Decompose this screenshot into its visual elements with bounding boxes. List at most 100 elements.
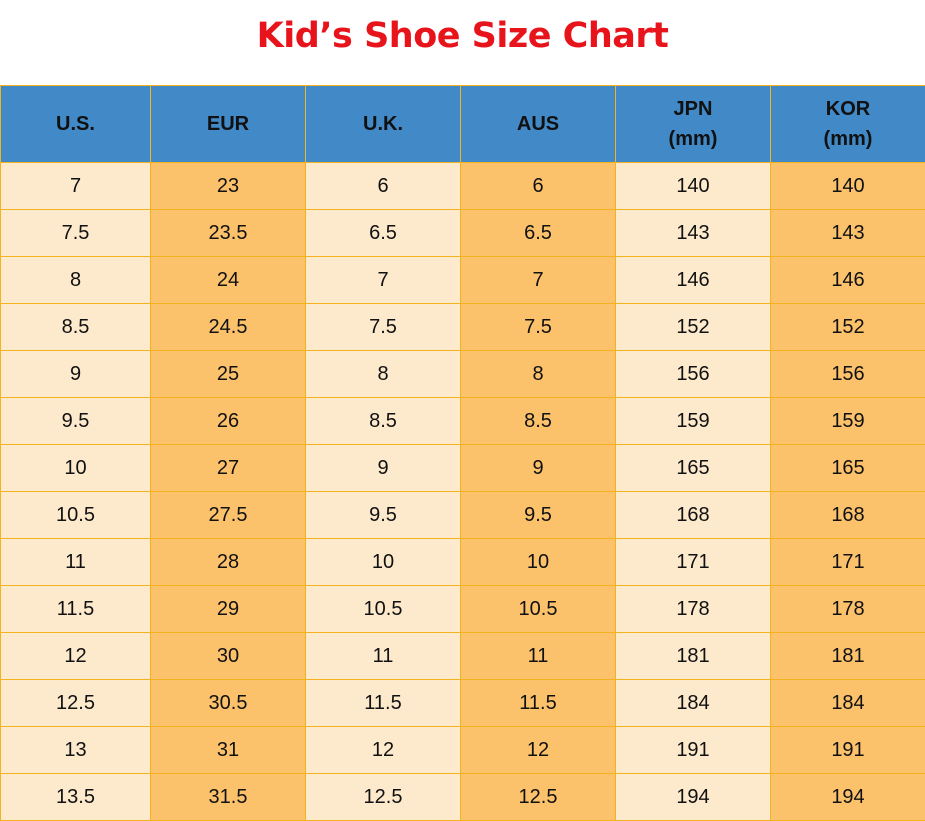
- cell-uk: 11.5: [306, 680, 461, 727]
- cell-jpn: 191: [616, 727, 771, 774]
- cell-eur: 23: [151, 163, 306, 210]
- cell-jpn: 159: [616, 398, 771, 445]
- column-header-line: JPN: [616, 94, 770, 124]
- cell-uk: 10.5: [306, 586, 461, 633]
- cell-jpn: 178: [616, 586, 771, 633]
- cell-kor: 143: [771, 210, 925, 257]
- cell-kor: 191: [771, 727, 925, 774]
- column-header-line: KOR: [771, 94, 925, 124]
- cell-us: 10: [1, 445, 151, 492]
- cell-us: 11.5: [1, 586, 151, 633]
- cell-jpn: 194: [616, 774, 771, 821]
- cell-kor: 168: [771, 492, 925, 539]
- cell-aus: 12: [461, 727, 616, 774]
- cell-eur: 25: [151, 351, 306, 398]
- cell-jpn: 171: [616, 539, 771, 586]
- cell-aus: 8: [461, 351, 616, 398]
- cell-kor: 156: [771, 351, 925, 398]
- cell-eur: 31.5: [151, 774, 306, 821]
- cell-kor: 146: [771, 257, 925, 304]
- cell-uk: 9.5: [306, 492, 461, 539]
- cell-jpn: 152: [616, 304, 771, 351]
- column-header-kor: KOR(mm): [771, 86, 925, 163]
- cell-aus: 10.5: [461, 586, 616, 633]
- cell-us: 11: [1, 539, 151, 586]
- cell-us: 7: [1, 163, 151, 210]
- cell-us: 7.5: [1, 210, 151, 257]
- column-header-line: U.S.: [1, 109, 150, 139]
- cell-uk: 6: [306, 163, 461, 210]
- cell-aus: 9.5: [461, 492, 616, 539]
- cell-aus: 7.5: [461, 304, 616, 351]
- cell-kor: 140: [771, 163, 925, 210]
- column-header-line: EUR: [151, 109, 305, 139]
- column-header-jpn: JPN(mm): [616, 86, 771, 163]
- cell-us: 12: [1, 633, 151, 680]
- column-header-aus: AUS: [461, 86, 616, 163]
- cell-us: 9: [1, 351, 151, 398]
- cell-aus: 12.5: [461, 774, 616, 821]
- cell-aus: 7: [461, 257, 616, 304]
- cell-uk: 8.5: [306, 398, 461, 445]
- cell-uk: 7.5: [306, 304, 461, 351]
- cell-uk: 11: [306, 633, 461, 680]
- cell-jpn: 140: [616, 163, 771, 210]
- column-header-uk: U.K.: [306, 86, 461, 163]
- cell-jpn: 143: [616, 210, 771, 257]
- cell-eur: 24.5: [151, 304, 306, 351]
- cell-eur: 26: [151, 398, 306, 445]
- cell-eur: 30: [151, 633, 306, 680]
- cell-aus: 6: [461, 163, 616, 210]
- cell-us: 8: [1, 257, 151, 304]
- cell-aus: 9: [461, 445, 616, 492]
- cell-uk: 12: [306, 727, 461, 774]
- cell-kor: 178: [771, 586, 925, 633]
- cell-us: 8.5: [1, 304, 151, 351]
- cell-kor: 171: [771, 539, 925, 586]
- cell-jpn: 146: [616, 257, 771, 304]
- cell-uk: 10: [306, 539, 461, 586]
- cell-kor: 194: [771, 774, 925, 821]
- cell-aus: 6.5: [461, 210, 616, 257]
- cell-eur: 31: [151, 727, 306, 774]
- column-header-line: (mm): [616, 124, 770, 154]
- column-header-line: (mm): [771, 124, 925, 154]
- cell-jpn: 184: [616, 680, 771, 727]
- cell-uk: 8: [306, 351, 461, 398]
- cell-us: 13: [1, 727, 151, 774]
- cell-kor: 159: [771, 398, 925, 445]
- column-header-eur: EUR: [151, 86, 306, 163]
- cell-kor: 152: [771, 304, 925, 351]
- cell-us: 10.5: [1, 492, 151, 539]
- cell-us: 13.5: [1, 774, 151, 821]
- column-header-line: U.K.: [306, 109, 460, 139]
- cell-jpn: 181: [616, 633, 771, 680]
- cell-kor: 181: [771, 633, 925, 680]
- cell-eur: 24: [151, 257, 306, 304]
- cell-jpn: 165: [616, 445, 771, 492]
- column-header-line: AUS: [461, 109, 615, 139]
- cell-eur: 23.5: [151, 210, 306, 257]
- cell-aus: 10: [461, 539, 616, 586]
- cell-jpn: 156: [616, 351, 771, 398]
- cell-uk: 7: [306, 257, 461, 304]
- cell-kor: 165: [771, 445, 925, 492]
- cell-aus: 11: [461, 633, 616, 680]
- cell-eur: 27: [151, 445, 306, 492]
